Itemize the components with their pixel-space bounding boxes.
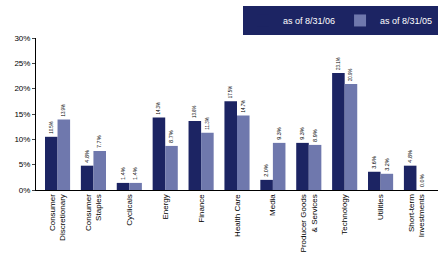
svg-text:14.3%: 14.3%	[156, 102, 161, 115]
svg-text:17.5%: 17.5%	[228, 86, 233, 99]
svg-text:11.3%: 11.3%	[205, 117, 210, 130]
svg-text:14.7%: 14.7%	[241, 100, 246, 113]
svg-text:Producer Goods& Services: Producer Goods& Services	[299, 194, 318, 252]
svg-text:ConsumerStaples: ConsumerStaples	[84, 194, 103, 231]
svg-text:1.4%: 1.4%	[132, 167, 138, 180]
svg-text:0.0%: 0.0%	[419, 174, 425, 187]
svg-text:4.8%: 4.8%	[84, 150, 90, 163]
svg-text:8.9%: 8.9%	[312, 129, 318, 142]
svg-text:23.1%: 23.1%	[336, 57, 341, 70]
svg-text:13.9%: 13.9%	[61, 104, 66, 117]
svg-text:Health Care: Health Care	[233, 194, 242, 237]
svg-text:20.9%: 20.9%	[348, 68, 353, 81]
svg-text:15%: 15%	[14, 110, 30, 119]
svg-text:as of 8/31/05: as of 8/31/05	[380, 16, 432, 26]
svg-text:10%: 10%	[14, 135, 30, 144]
svg-text:2.0%: 2.0%	[263, 164, 269, 177]
svg-text:3.6%: 3.6%	[371, 156, 377, 169]
svg-text:Cyclicals: Cyclicals	[125, 194, 134, 226]
svg-text:10.5%: 10.5%	[49, 121, 54, 134]
svg-text:5%: 5%	[19, 160, 31, 169]
svg-text:Technology: Technology	[340, 194, 349, 234]
svg-text:13.6%: 13.6%	[192, 105, 197, 118]
svg-text:25%: 25%	[14, 59, 30, 68]
svg-text:9.3%: 9.3%	[299, 127, 305, 140]
svg-text:Finance: Finance	[197, 194, 206, 223]
svg-text:30%: 30%	[14, 34, 30, 43]
svg-text:4.8%: 4.8%	[407, 150, 413, 163]
svg-text:3.2%: 3.2%	[384, 158, 390, 171]
svg-text:Utilities: Utilities	[376, 194, 385, 220]
svg-text:9.3%: 9.3%	[276, 127, 282, 140]
svg-text:20%: 20%	[14, 84, 30, 93]
svg-text:Media: Media	[268, 194, 277, 216]
svg-text:ConsumerDiscretionary: ConsumerDiscretionary	[48, 194, 67, 241]
svg-text:8.7%: 8.7%	[168, 130, 174, 143]
svg-text:0%: 0%	[19, 186, 31, 195]
svg-text:1.4%: 1.4%	[120, 167, 126, 180]
svg-text:7.7%: 7.7%	[96, 135, 102, 148]
svg-text:Short-termInvestments: Short-termInvestments	[407, 194, 426, 237]
svg-text:as of 8/31/06: as of 8/31/06	[283, 16, 335, 26]
svg-text:Energy: Energy	[161, 194, 170, 219]
